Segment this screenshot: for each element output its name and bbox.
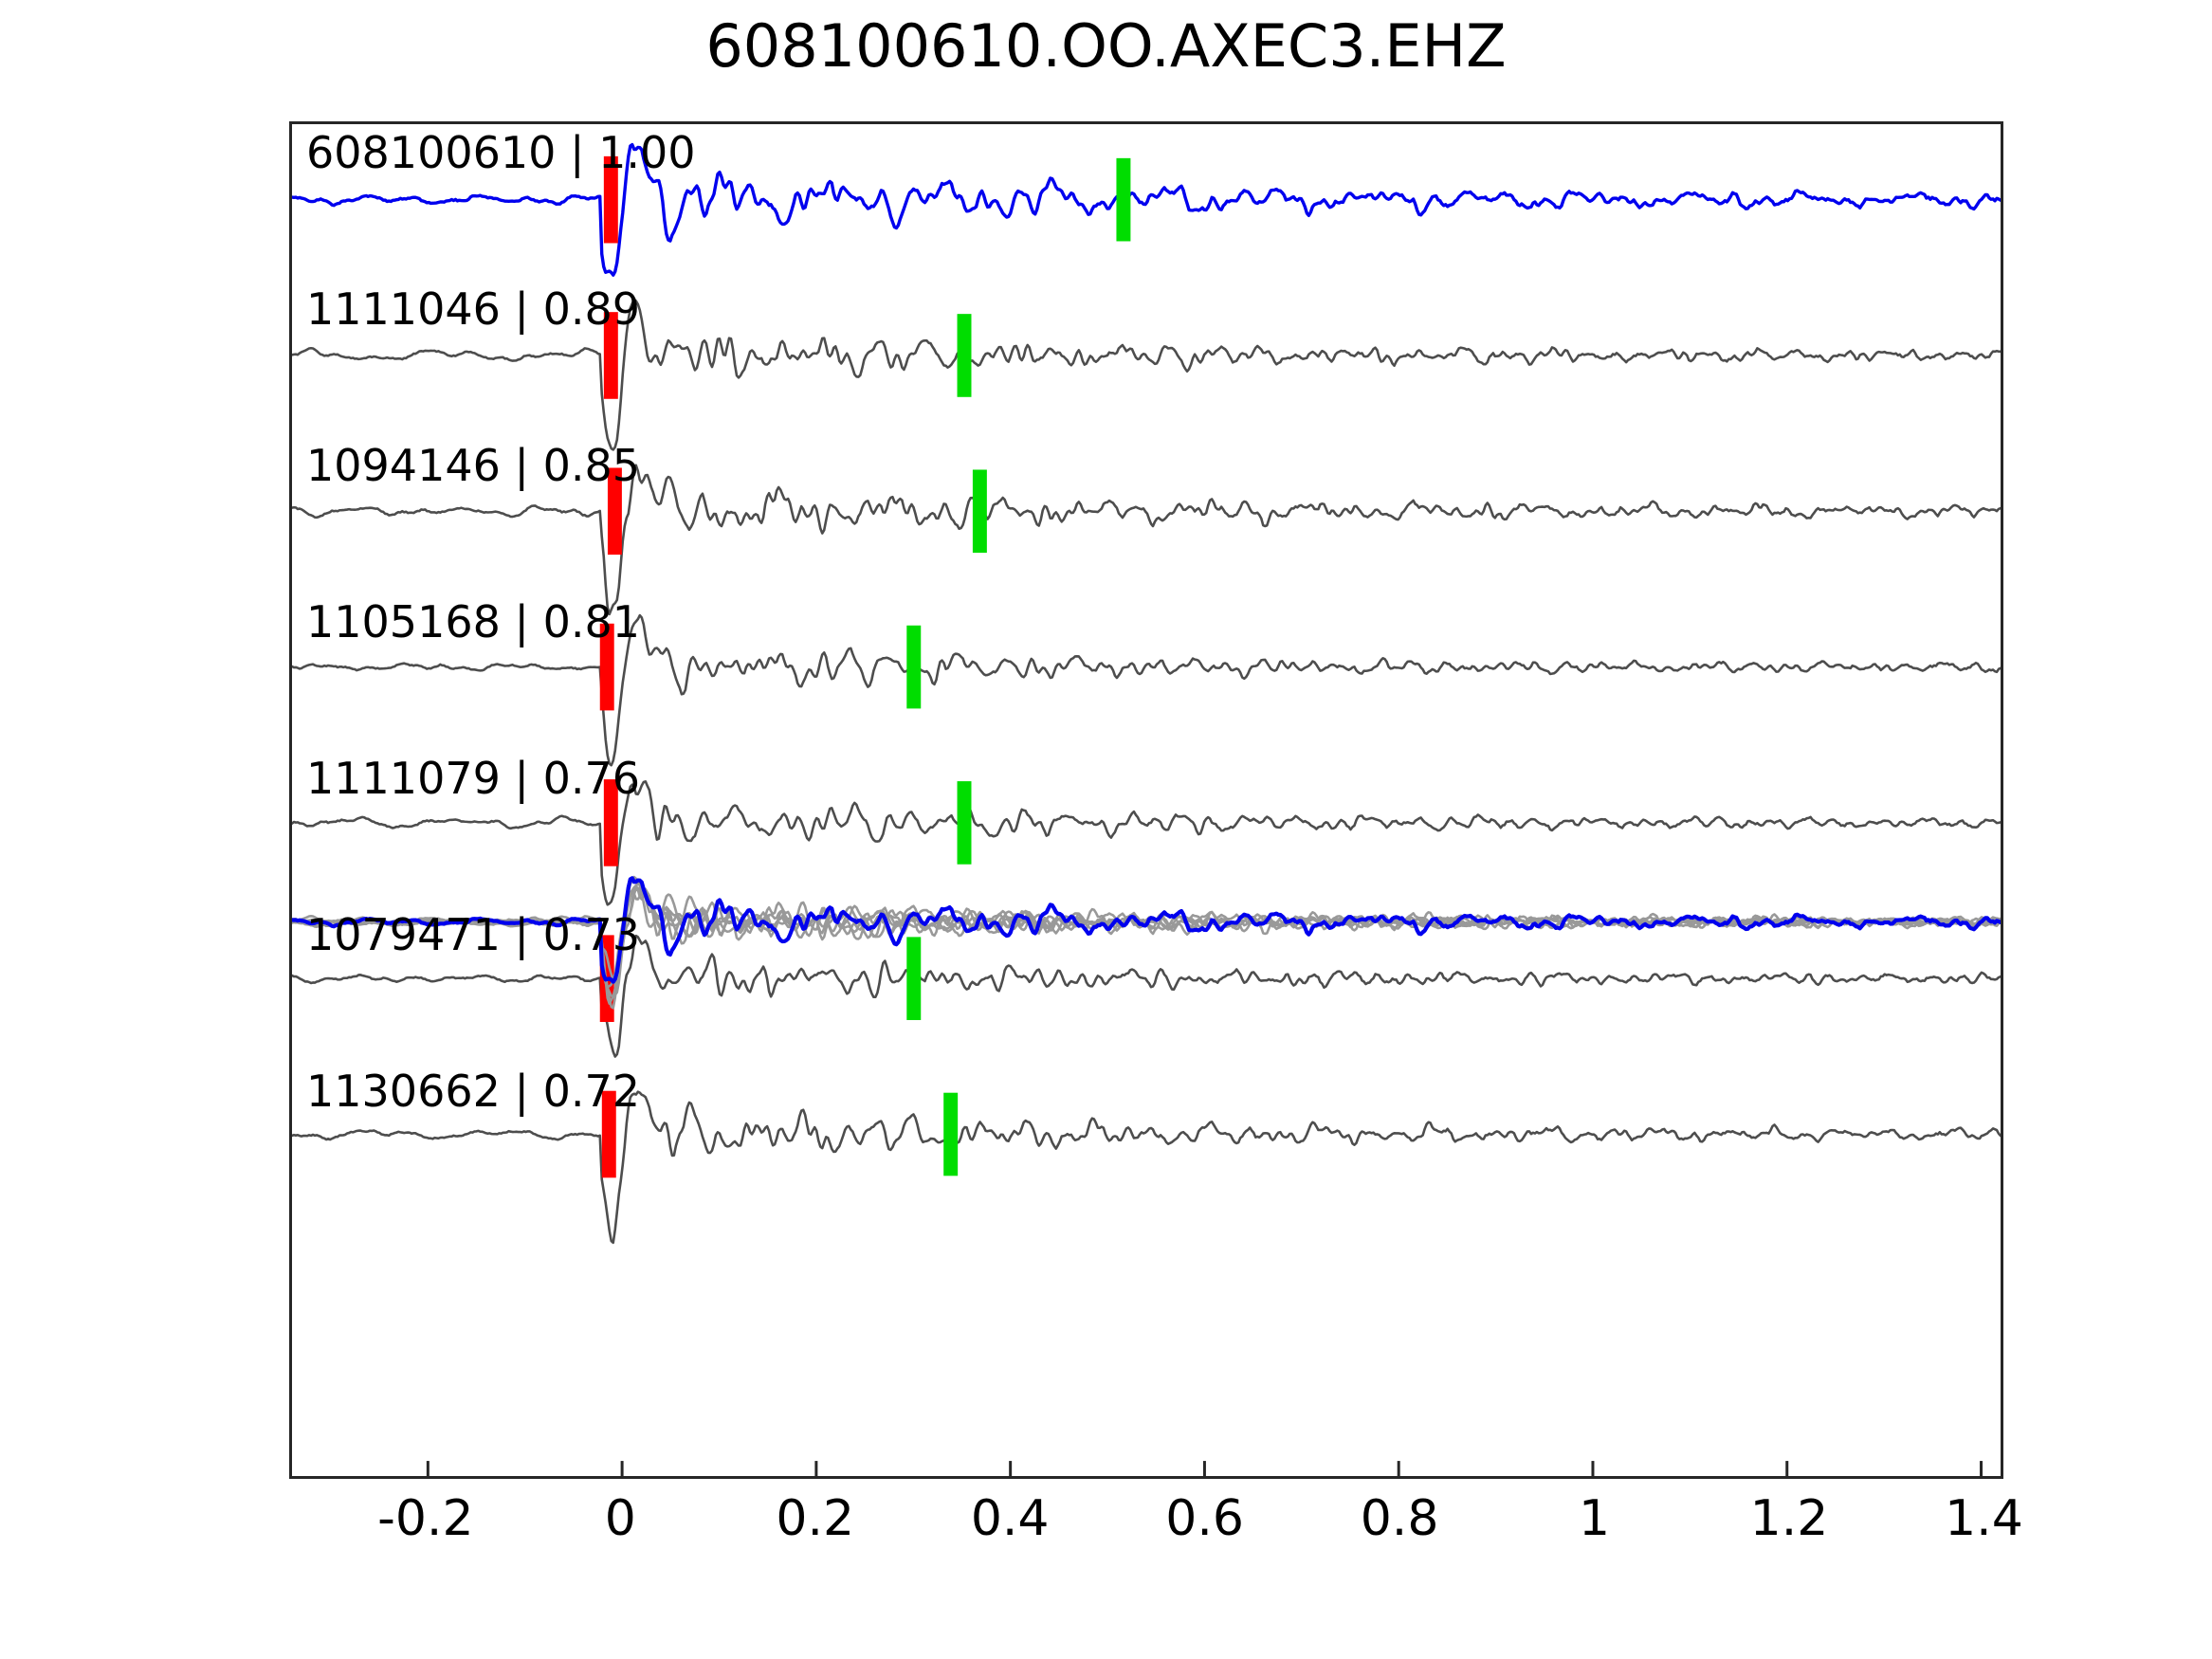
trace-label-1130662: 1130662 | 0.72	[306, 1066, 641, 1117]
p-pick-marker-1111046[interactable]	[603, 312, 618, 399]
trace-group-1111046	[292, 298, 2001, 451]
trace-group-1094146	[292, 464, 2001, 616]
waveform-1111046	[292, 298, 2001, 451]
p-pick-marker-1094146[interactable]	[607, 467, 622, 556]
s-pick-marker-1094146[interactable]	[972, 469, 987, 554]
x-tick-label-0: -0.2	[377, 1490, 474, 1547]
s-pick-marker-1111079[interactable]	[957, 781, 972, 865]
s-pick-marker-608100610[interactable]	[1116, 157, 1131, 242]
page-title: 608100610.OO.AXEC3.EHZ	[705, 11, 1507, 81]
waveform-canvas	[292, 142, 2001, 1476]
p-pick-marker-1130662[interactable]	[601, 1090, 616, 1178]
waveform-1105168	[292, 613, 2001, 767]
trace-group-1130662	[292, 1090, 2001, 1245]
trace-label-1105168: 1105168 | 0.81	[306, 596, 641, 647]
s-pick-marker-1130662[interactable]	[943, 1092, 959, 1176]
trace-label-608100610: 608100610 | 1.00	[306, 127, 696, 178]
x-tick-label-8: 1.4	[1945, 1490, 2023, 1547]
trace-group-1105168	[292, 613, 2001, 767]
trace-label-1079471: 1079471 | 0.73	[306, 909, 641, 960]
trace-label-1094146: 1094146 | 0.85	[306, 440, 641, 491]
s-pick-marker-1111046[interactable]	[957, 314, 972, 397]
plot-area	[289, 121, 2003, 1479]
stack-overlay-group	[292, 875, 2001, 1010]
x-tick-label-4: 0.6	[1165, 1490, 1244, 1547]
s-pick-marker-1079471[interactable]	[906, 937, 922, 1021]
x-axis-tick-labels: -0.2 0 0.2 0.4 0.6 0.8 1 1.2 1.4	[289, 1490, 2023, 1566]
x-tick-label-6: 1	[1578, 1490, 1611, 1547]
trace-group-1111079	[292, 779, 2001, 906]
x-tick-label-5: 0.8	[1360, 1490, 1439, 1547]
waveform-1094146	[292, 464, 2001, 616]
waveform-1079471	[292, 934, 2001, 1058]
stack-trace-template-608100610	[292, 876, 2001, 984]
trace-label-1111046: 1111046 | 0.89	[306, 283, 641, 335]
p-pick-marker-608100610[interactable]	[603, 155, 618, 244]
x-tick-label-1: 0	[604, 1490, 636, 1547]
trace-label-1111079: 1111079 | 0.76	[306, 753, 641, 804]
waveform-1130662	[292, 1090, 2001, 1245]
x-tick-label-2: 0.2	[776, 1490, 855, 1547]
p-pick-marker-1105168[interactable]	[599, 623, 614, 711]
x-tick-label-3: 0.4	[970, 1490, 1050, 1547]
waveform-608100610	[292, 142, 2001, 277]
trace-group-608100610	[292, 142, 2001, 277]
x-tick-label-7: 1.2	[1749, 1490, 1829, 1547]
s-pick-marker-1105168[interactable]	[906, 625, 922, 709]
waveform-1111079	[292, 780, 2001, 906]
p-pick-marker-1111079[interactable]	[603, 779, 618, 866]
